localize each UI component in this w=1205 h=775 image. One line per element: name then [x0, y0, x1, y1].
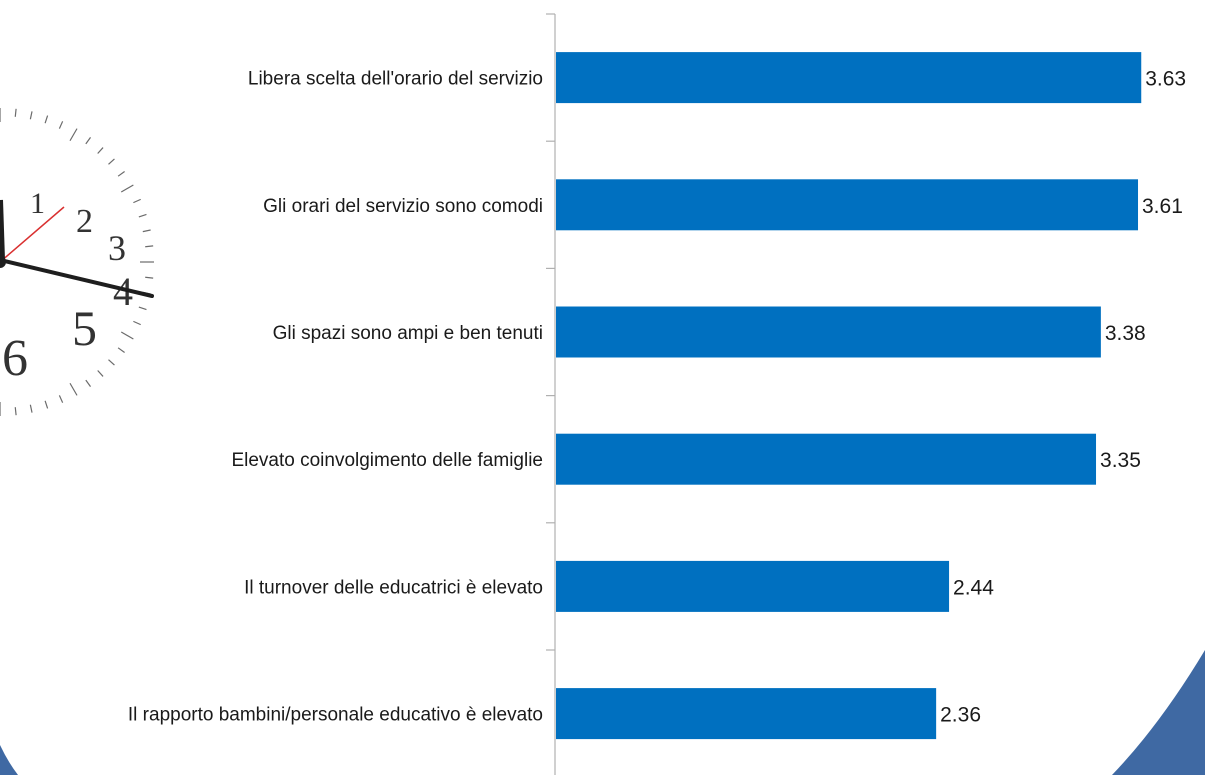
axis-ticks — [546, 13, 555, 651]
bar-3 — [556, 306, 1101, 358]
clock-numeral-5: 5 — [72, 300, 97, 356]
value-label-4: 3.35 — [1100, 449, 1141, 472]
blue-frame-arc-left — [0, 745, 18, 775]
value-label-3: 3.38 — [1105, 322, 1146, 345]
bar-6 — [556, 688, 937, 740]
clock-numeral-3: 3 — [108, 228, 126, 268]
value-label-6: 2.36 — [940, 704, 981, 727]
blue-frame-arc — [1112, 650, 1205, 775]
bar-1 — [556, 52, 1142, 104]
clock-numeral-4: 4 — [113, 269, 133, 314]
bars — [556, 52, 1142, 740]
category-label-1: Libera scelta dell'orario del servizio — [248, 69, 543, 90]
value-label-1: 3.63 — [1145, 68, 1186, 91]
category-label-4: Elevato coinvolgimento delle famiglie — [231, 450, 543, 471]
bar-4 — [556, 433, 1097, 485]
category-label-5: Il turnover delle educatrici è elevato — [244, 577, 543, 598]
category-label-3: Gli spazi sono ampi e ben tenuti — [273, 323, 543, 344]
clock-icon: 1 2 3 4 5 6 — [0, 102, 160, 422]
clock-numeral-6: 6 — [2, 330, 28, 387]
clock-numeral-1: 1 — [30, 187, 45, 220]
bar-5 — [556, 560, 950, 612]
value-label-2: 3.61 — [1142, 195, 1183, 218]
clock-numeral-2: 2 — [76, 203, 93, 240]
bar-2 — [556, 179, 1139, 231]
value-label-5: 2.44 — [953, 576, 994, 599]
category-label-2: Gli orari del servizio sono comodi — [263, 196, 543, 217]
category-label-6: Il rapporto bambini/personale educativo … — [128, 705, 543, 726]
